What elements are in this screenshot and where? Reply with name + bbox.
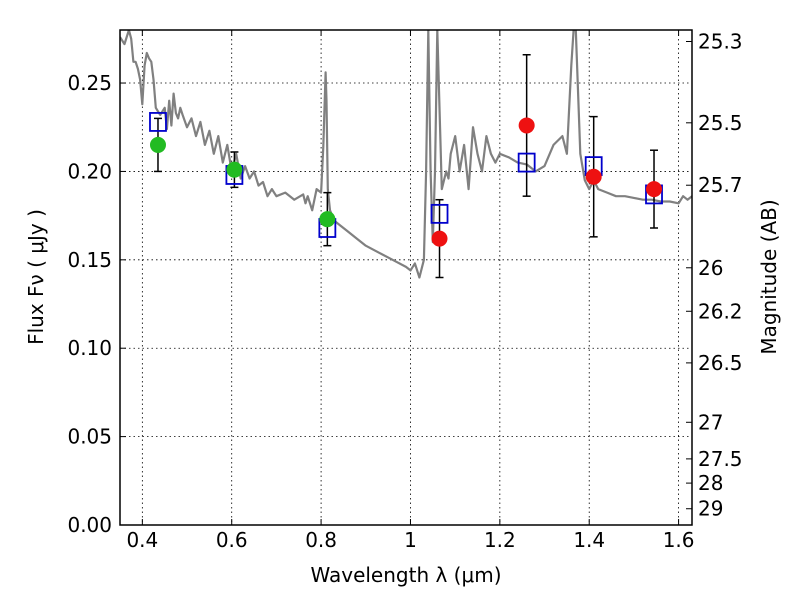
y2-tick-label: 25.3 (698, 29, 743, 53)
y-tick-label: 0.20 (67, 159, 112, 183)
x-tick-label: 1.2 (484, 528, 516, 552)
observed-flux-point (585, 168, 602, 185)
y2-axis-title: Magnitude (AB) (757, 199, 781, 354)
observed-flux-point (646, 181, 663, 198)
y-tick-label: 0.10 (67, 336, 112, 360)
observed-flux-point (319, 211, 336, 228)
x-axis-title: Wavelength λ (μm) (310, 563, 501, 587)
x-tick-label: 0.4 (126, 528, 158, 552)
y-tick-label: 0.15 (67, 248, 112, 272)
y-tick-label: 0.00 (67, 513, 112, 537)
y-tick-label: 0.05 (67, 425, 112, 449)
y-tick-label: 0.25 (67, 71, 112, 95)
data-markers (149, 54, 663, 279)
observed-flux-point (226, 161, 243, 178)
y2-tick-label: 25.7 (698, 173, 743, 197)
observed-flux-point (431, 230, 448, 247)
model-flux-square (149, 112, 167, 132)
y2-tick-label: 29 (698, 497, 723, 521)
y2-tick-label: 27 (698, 410, 723, 434)
y-axis-title: Flux Fν ( μJy ) (24, 209, 48, 345)
y2-tick-label: 28 (698, 471, 723, 495)
observed-flux-point (149, 136, 166, 153)
y2-tick-label: 26.5 (698, 351, 743, 375)
model-flux-square (430, 203, 449, 224)
plot-frame (119, 29, 693, 526)
grid (120, 30, 692, 526)
y2-tick-label: 27.5 (698, 447, 743, 471)
x-tick-label: 1 (404, 528, 417, 552)
observed-flux-point (518, 117, 535, 134)
y2-tick-label: 26 (698, 256, 723, 280)
y2-tick-label: 25.5 (698, 111, 743, 135)
x-tick-label: 1.4 (573, 528, 605, 552)
x-tick-label: 0.6 (216, 528, 248, 552)
model-flux-square (517, 152, 536, 173)
x-tick-label: 1.6 (663, 528, 695, 552)
y2-tick-label: 26.2 (698, 299, 743, 323)
x-tick-label: 0.8 (305, 528, 337, 552)
model-spectrum (120, 30, 692, 279)
axis-ticks: 0.4 0.6 0.8 1 1.2 1.4 1.6 0.00 0.05 0.10 0.15 0.20 0… (67, 29, 742, 552)
model-spectrum-line (120, 30, 692, 279)
